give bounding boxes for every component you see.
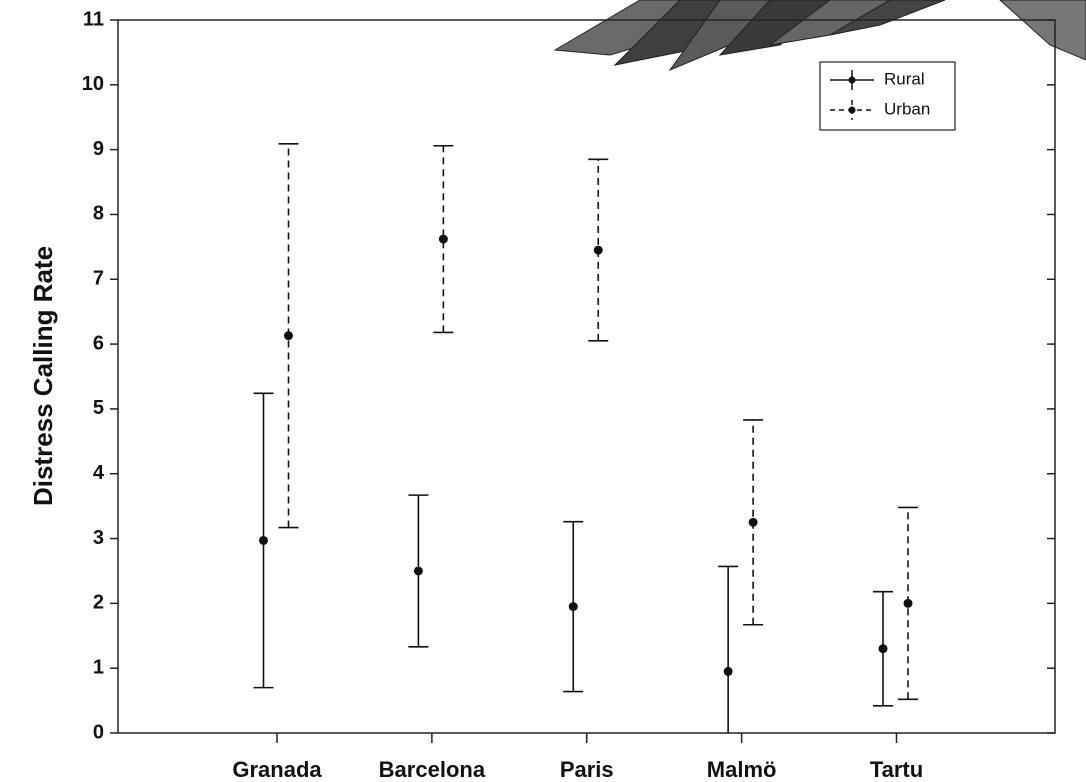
y-tick-label: 1 <box>93 656 104 678</box>
y-tick-label: 3 <box>93 527 104 549</box>
mean-point <box>748 517 758 527</box>
legend-marker <box>848 106 856 114</box>
x-tick-label: Barcelona <box>379 757 486 782</box>
error-bar <box>278 143 299 529</box>
mean-point <box>723 666 733 676</box>
y-tick-label: 11 <box>83 8 104 30</box>
mean-point <box>284 331 293 341</box>
mean-point <box>878 644 888 654</box>
y-tick-label: 9 <box>93 138 104 160</box>
y-axis-label: Distress Calling Rate <box>28 246 58 506</box>
y-tick-label: 0 <box>93 721 104 743</box>
y-tick-label: 2 <box>93 592 104 614</box>
mean-point <box>568 602 578 612</box>
x-tick-label: Tartu <box>870 757 923 782</box>
error-bar <box>898 506 919 701</box>
y-tick-label: 4 <box>93 462 105 484</box>
mean-point <box>259 535 268 545</box>
mean-point <box>413 566 423 576</box>
y-tick-label: 6 <box>93 332 104 354</box>
mean-point <box>438 234 448 244</box>
x-tick-label: Paris <box>560 757 614 782</box>
y-tick-label: 8 <box>93 203 104 225</box>
legend-label: Rural <box>884 69 925 88</box>
x-tick-label: Malmö <box>707 757 777 782</box>
legend-marker <box>848 76 856 84</box>
error-bar <box>433 144 454 334</box>
y-tick-label: 7 <box>93 268 104 290</box>
bird-illustration <box>553 0 1086 72</box>
mean-point <box>903 598 913 608</box>
legend-label: Urban <box>884 99 930 118</box>
mean-point <box>593 245 603 255</box>
plot-area <box>253 143 919 733</box>
x-tick-label: Granada <box>232 757 322 782</box>
y-tick-label: 5 <box>93 397 104 419</box>
legend-box <box>819 61 956 131</box>
y-tick-label: 10 <box>82 73 104 95</box>
legend: Rural Urban <box>819 61 956 131</box>
